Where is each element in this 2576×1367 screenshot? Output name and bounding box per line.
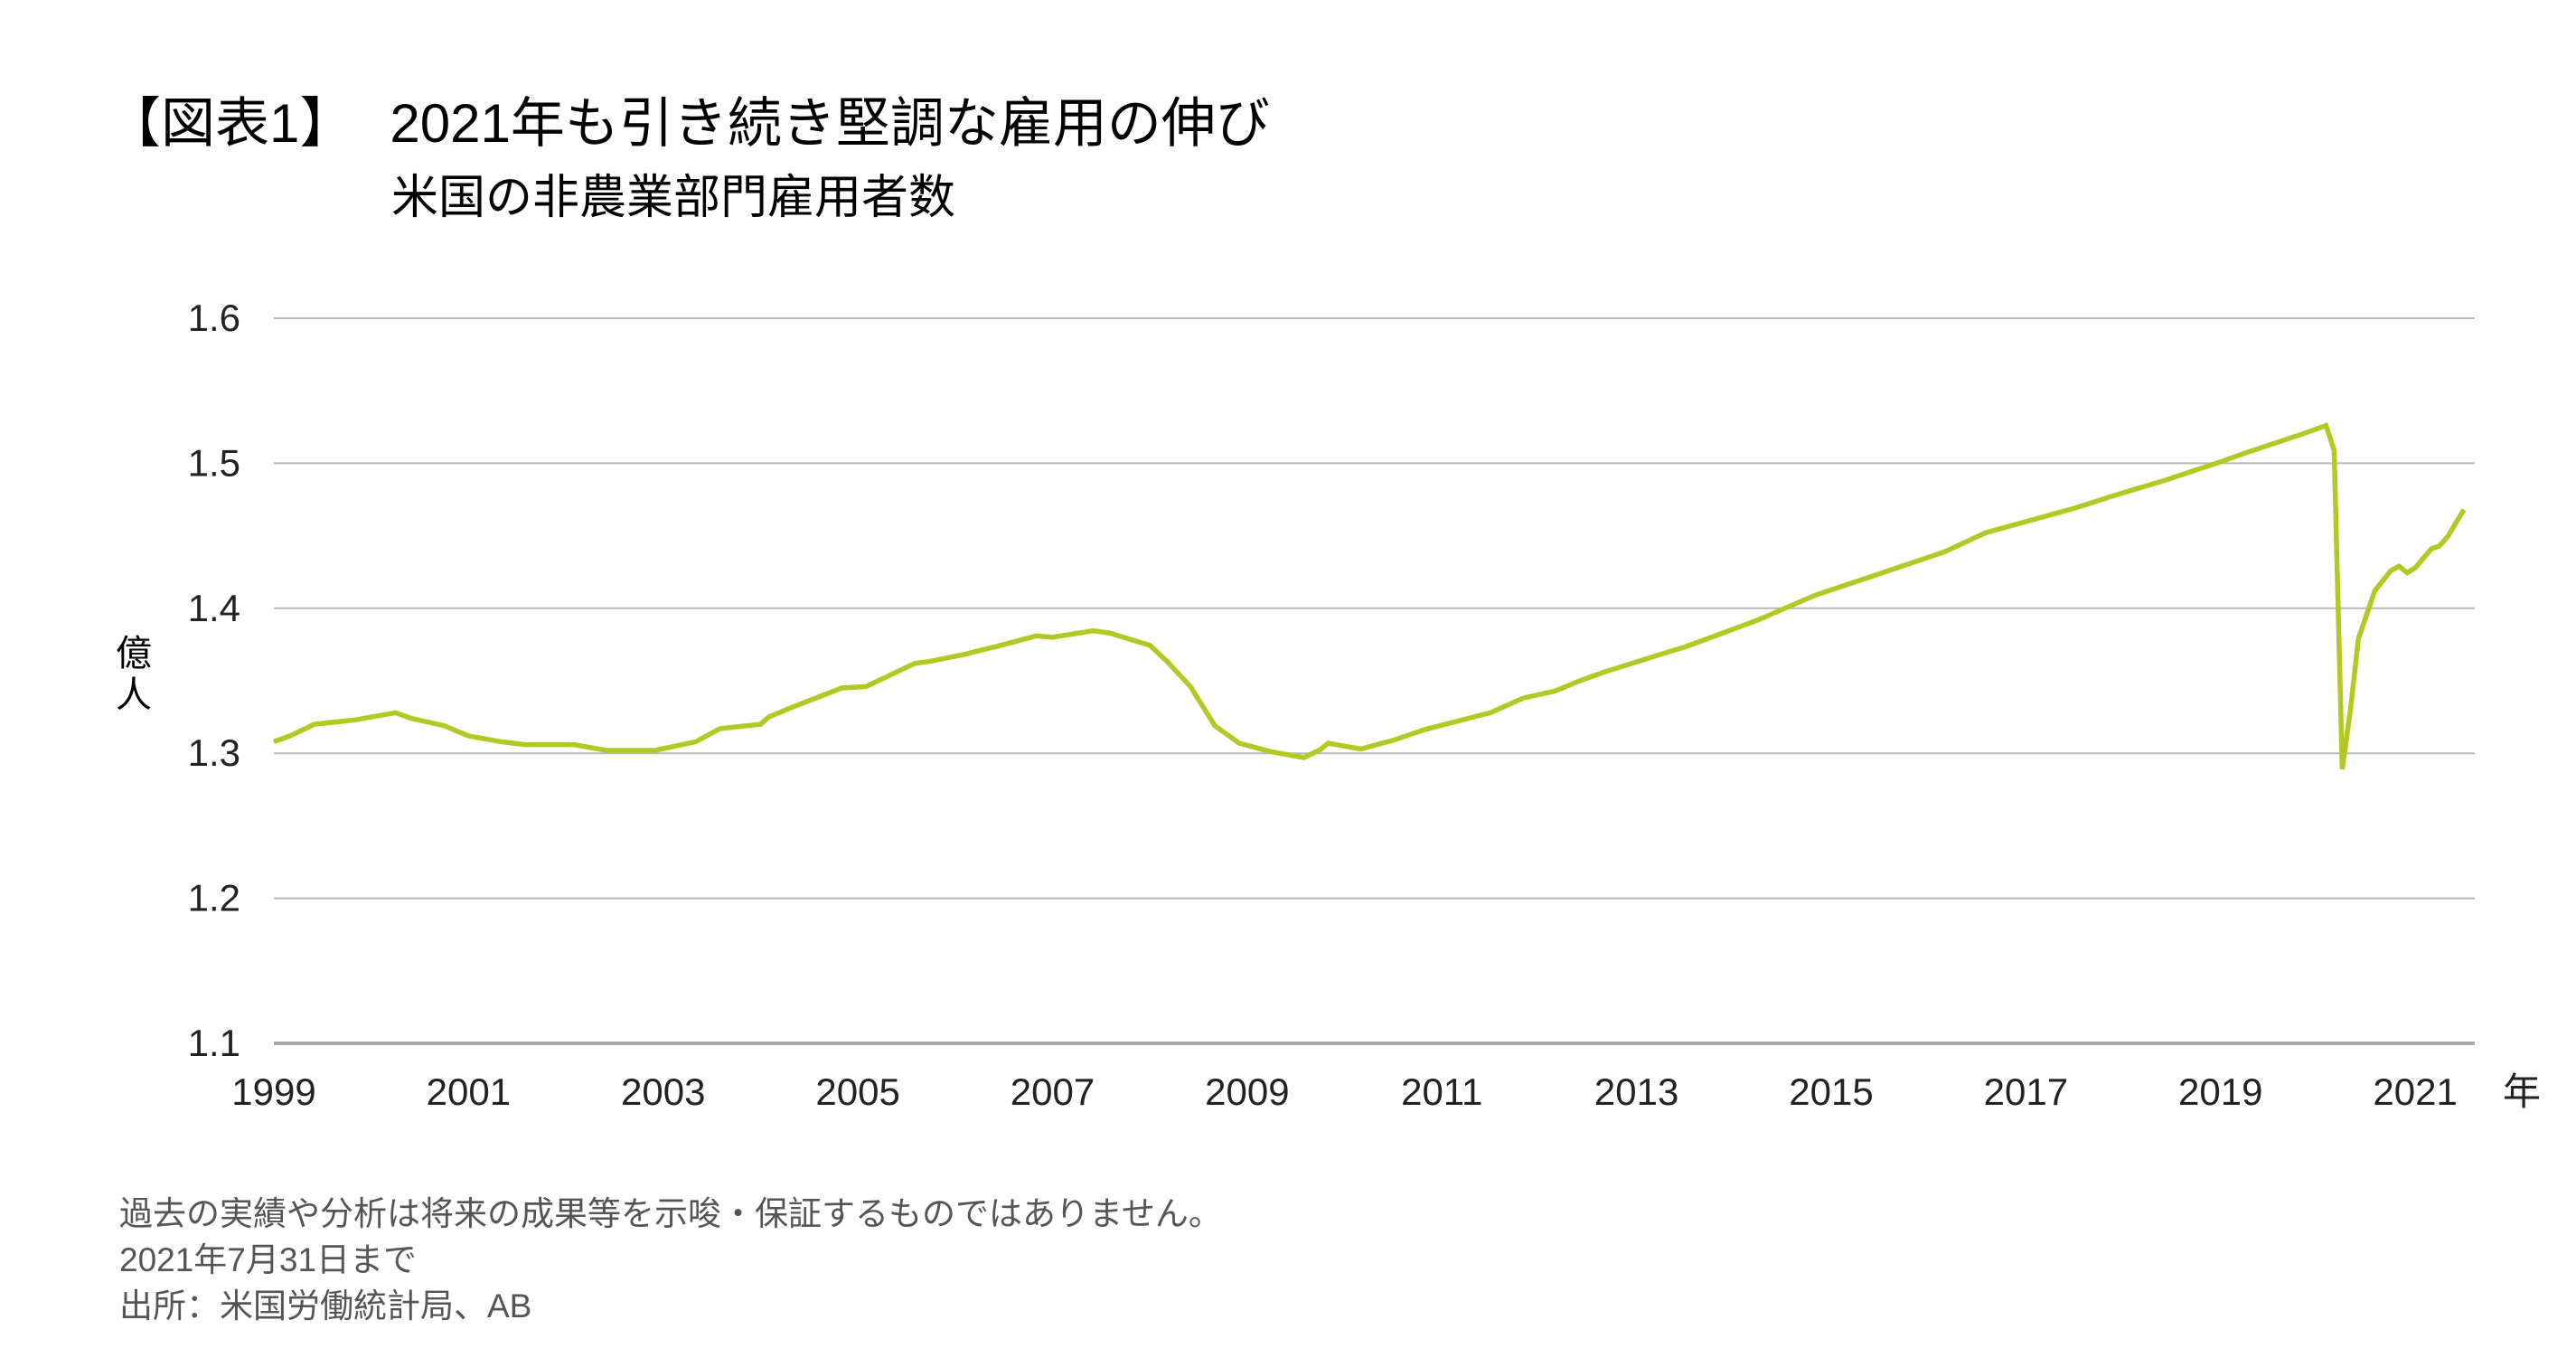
chart-subtitle: 米国の非農業部門雇用者数: [391, 172, 956, 224]
footnote-date: 2021年7月31日まで: [119, 1241, 418, 1278]
x-tick-label: 2021: [2373, 1070, 2457, 1113]
y-tick-label: 1.4: [188, 587, 240, 629]
title-text: 2021年も引き続き堅調な雇用の伸び: [390, 93, 1270, 154]
x-tick-label: 2005: [815, 1070, 899, 1113]
footnote-source: 出所：米国労働統計局、AB: [119, 1287, 532, 1325]
footnote-disclaimer: 過去の実績や分析は将来の成果等を示唆・保証するものではありません。: [119, 1195, 1222, 1232]
x-tick-label: 2015: [1789, 1070, 1873, 1113]
y-tick-label: 1.3: [188, 731, 240, 774]
x-tick-label: 2013: [1594, 1070, 1678, 1113]
y-tick-label: 1.2: [188, 877, 240, 919]
x-tick-label: 2009: [1205, 1070, 1289, 1113]
x-tick-label: 2017: [1984, 1070, 2068, 1113]
x-tick-label: 2007: [1011, 1070, 1095, 1113]
x-tick-label: 1999: [231, 1070, 315, 1113]
figure-label: 【図表1】: [107, 93, 354, 154]
x-tick-label: 2001: [427, 1070, 511, 1113]
y-tick-label: 1.6: [188, 297, 240, 339]
x-tick-label: 2011: [1401, 1070, 1482, 1113]
y-tick-label: 1.5: [188, 441, 240, 484]
y-axis-unit-label: 億人: [116, 634, 152, 715]
x-tick-label: 2003: [621, 1070, 705, 1113]
employment-series-line: [273, 422, 2467, 770]
x-tick-label: 2019: [2178, 1070, 2262, 1113]
chart-title: 【図表1】 2021年も引き続き堅調な雇用の伸び: [107, 80, 1270, 158]
x-axis-unit-label: 年: [2503, 1070, 2541, 1113]
y-tick-label: 1.1: [188, 1022, 240, 1064]
